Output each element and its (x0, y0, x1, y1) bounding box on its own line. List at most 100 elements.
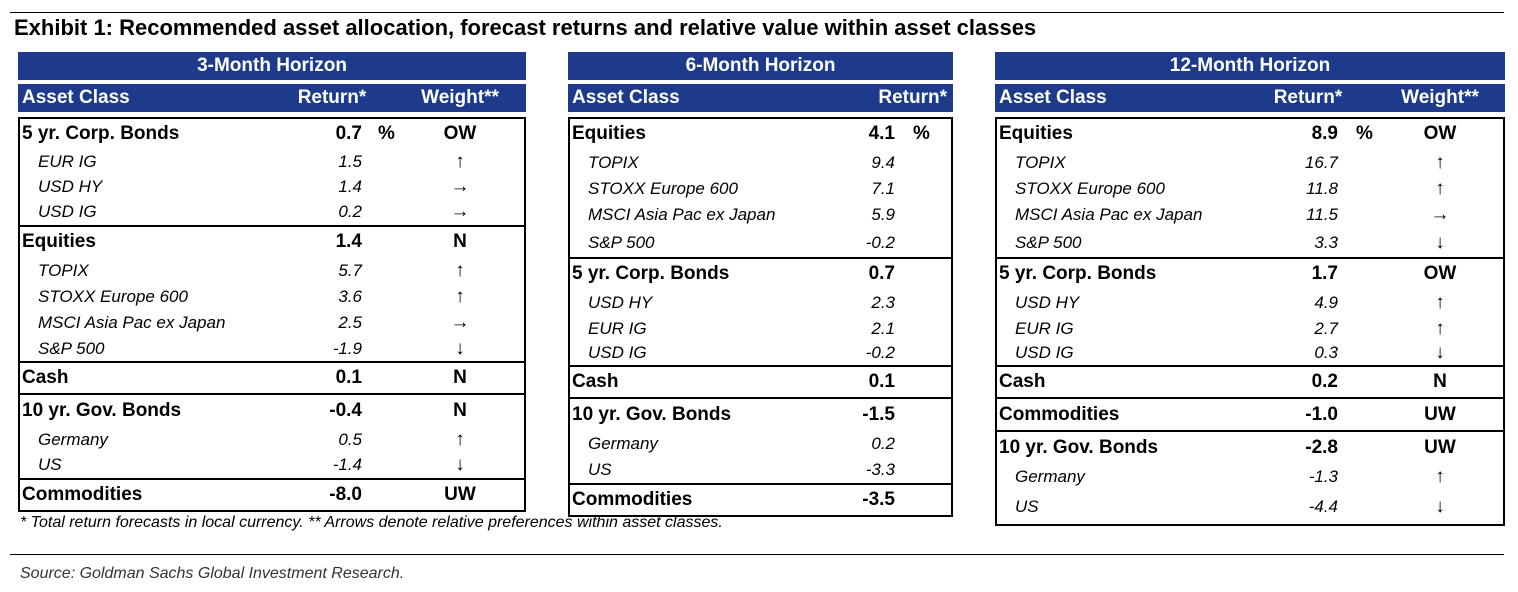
percent-unit: % (378, 123, 395, 144)
sub-asset-name: US (38, 455, 62, 474)
preference-arrow-icon: ↑ (1435, 178, 1445, 199)
sub-asset-name: US (588, 460, 612, 479)
return-value: -1.4 (332, 455, 362, 474)
sub-asset-row: USD HY 4.9 ↑ (997, 289, 1503, 316)
sub-asset-row: TOPIX 9.4 (570, 149, 951, 176)
sub-asset-row: USD IG -0.2 (570, 341, 951, 365)
return-value: 2.1 (871, 319, 895, 338)
preference-arrow-icon: ↑ (455, 286, 465, 307)
preference-arrow-icon: ↑ (1435, 318, 1445, 339)
return-value: 0.1 (868, 371, 895, 392)
sub-asset-row: US -3.3 (570, 457, 951, 483)
sub-asset-row: USD IG 0.3 ↓ (997, 341, 1503, 365)
asset-class-name: Commodities (999, 404, 1120, 425)
sub-asset-row: EUR IG 2.7 ↑ (997, 316, 1503, 341)
asset-class-row: 5 yr. Corp. Bonds 0.7 (570, 259, 951, 289)
sub-asset-row: Germany -1.3 ↑ (997, 463, 1503, 490)
preference-arrow-icon: ↑ (1435, 466, 1445, 487)
source-note: Source: Goldman Sachs Global Investment … (20, 565, 405, 582)
sub-asset-name: MSCI Asia Pac ex Japan (588, 205, 776, 224)
sub-asset-name: MSCI Asia Pac ex Japan (1015, 205, 1203, 224)
preference-arrow-icon: ↑ (1435, 292, 1445, 313)
asset-group: Equities 8.9% OW TOPIX 16.7 ↑ STOXX Europe 600… (995, 117, 1505, 259)
asset-class-name: Equities (572, 123, 646, 144)
asset-class-row: Cash 0.1 N (20, 363, 524, 393)
asset-class-row: Equities 1.4 N (20, 227, 524, 257)
return-value: 0.1 (335, 367, 362, 388)
return-value: 0.2 (1311, 371, 1338, 392)
asset-group: 5 yr. Corp. Bonds 0.7% OW EUR IG 1.5 ↑ USD HY 1… (18, 117, 526, 227)
asset-group: 10 yr. Gov. Bonds -0.4 N Germany 0.5 ↑ US -1.4 ↓ (18, 393, 526, 480)
return-value: -0.4 (329, 400, 362, 421)
asset-class-name: Cash (22, 367, 69, 388)
asset-group: 5 yr. Corp. Bonds 1.7 OW USD HY 4.9 ↑ EUR IG 2.… (995, 257, 1505, 367)
sub-asset-row: USD HY 1.4 → (20, 174, 524, 199)
sub-asset-name: USD HY (38, 177, 103, 196)
return-header: Return* (297, 87, 367, 108)
return-value: -8.0 (329, 484, 362, 505)
panel-12-month: 12-Month Horizon Asset Class Return* Weight… (995, 52, 1505, 526)
return-value: 0.3 (1314, 343, 1338, 362)
asset-class-name: Equities (22, 231, 96, 252)
return-value: 2.7 (1314, 319, 1338, 338)
return-value: -0.2 (865, 233, 895, 252)
asset-class-row: Commodities -8.0 UW (20, 480, 524, 510)
sub-asset-name: USD HY (1015, 293, 1080, 312)
return-value: -1.3 (1308, 467, 1338, 486)
preference-arrow-icon: ↓ (455, 454, 465, 475)
return-value: 4.1 (868, 123, 895, 144)
return-value: 16.7 (1304, 153, 1338, 172)
sub-asset-name: USD IG (588, 343, 647, 362)
sub-asset-row: S&P 500 3.3 ↓ (997, 228, 1503, 257)
sub-asset-name: USD HY (588, 293, 653, 312)
asset-class-name: Equities (999, 123, 1073, 144)
sub-asset-name: TOPIX (38, 261, 89, 280)
asset-class-row: 10 yr. Gov. Bonds -1.5 (570, 399, 951, 431)
sub-asset-name: US (1015, 497, 1039, 516)
asset-group: 10 yr. Gov. Bonds -2.8 UW Germany -1.3 ↑ US -4.… (995, 430, 1505, 526)
preference-arrow-icon: ↓ (1435, 232, 1445, 253)
asset-group: Commodities -1.0 UW (995, 397, 1505, 432)
percent-unit: % (913, 123, 930, 144)
return-value: 4.9 (1314, 293, 1338, 312)
sub-asset-row: S&P 500 -0.2 (570, 228, 951, 257)
column-header-row: Asset Class Return* (568, 84, 953, 112)
asset-class-row: 10 yr. Gov. Bonds -0.4 N (20, 395, 524, 427)
asset-group: Cash 0.1 N (18, 361, 526, 395)
return-value: -1.9 (332, 339, 362, 358)
sub-asset-row: US -4.4 ↓ (997, 490, 1503, 524)
weight-value: N (1433, 371, 1447, 392)
asset-class-name: Cash (572, 371, 619, 392)
return-value: 9.4 (871, 153, 895, 172)
sub-asset-row: MSCI Asia Pac ex Japan 5.9 (570, 202, 951, 228)
horizon-header: 12-Month Horizon (995, 52, 1505, 80)
weight-value: N (453, 231, 467, 252)
return-value: 8.9 (1311, 123, 1338, 144)
return-header: Return* (878, 87, 947, 108)
preference-arrow-icon: ↑ (1435, 152, 1445, 173)
column-header-row: Asset Class Return* Weight** (995, 84, 1505, 112)
bottom-rule (10, 554, 1504, 555)
preference-arrow-icon: ↓ (455, 338, 465, 359)
asset-class-row: Cash 0.1 (570, 367, 951, 397)
preference-arrow-icon: ↓ (1435, 496, 1445, 517)
return-value: 1.4 (338, 177, 362, 196)
return-value: 1.4 (335, 231, 362, 252)
preference-arrow-icon: → (1430, 204, 1450, 225)
preference-arrow-icon: ↑ (455, 429, 465, 450)
sub-asset-name: Germany (1015, 467, 1085, 486)
return-value: -3.3 (865, 460, 895, 479)
panel-3-month: 3-Month Horizon Asset Class Return* Weight*… (18, 52, 526, 512)
asset-group: Cash 0.1 (568, 365, 953, 399)
asset-class-row: Commodities -3.5 (570, 485, 951, 515)
return-value: 0.5 (338, 430, 362, 449)
weight-value: UW (1424, 437, 1456, 458)
asset-group: Equities 4.1% TOPIX 9.4 STOXX Europe 600 7.1 M… (568, 117, 953, 259)
asset-class-header: Asset Class (999, 87, 1107, 108)
sub-asset-row: MSCI Asia Pac ex Japan 11.5 → (997, 202, 1503, 228)
sub-asset-row: USD HY 2.3 (570, 289, 951, 316)
sub-asset-name: TOPIX (588, 153, 639, 172)
percent-unit: % (1356, 123, 1373, 144)
sub-asset-row: STOXX Europe 600 7.1 (570, 176, 951, 202)
sub-asset-name: Germany (588, 434, 658, 453)
